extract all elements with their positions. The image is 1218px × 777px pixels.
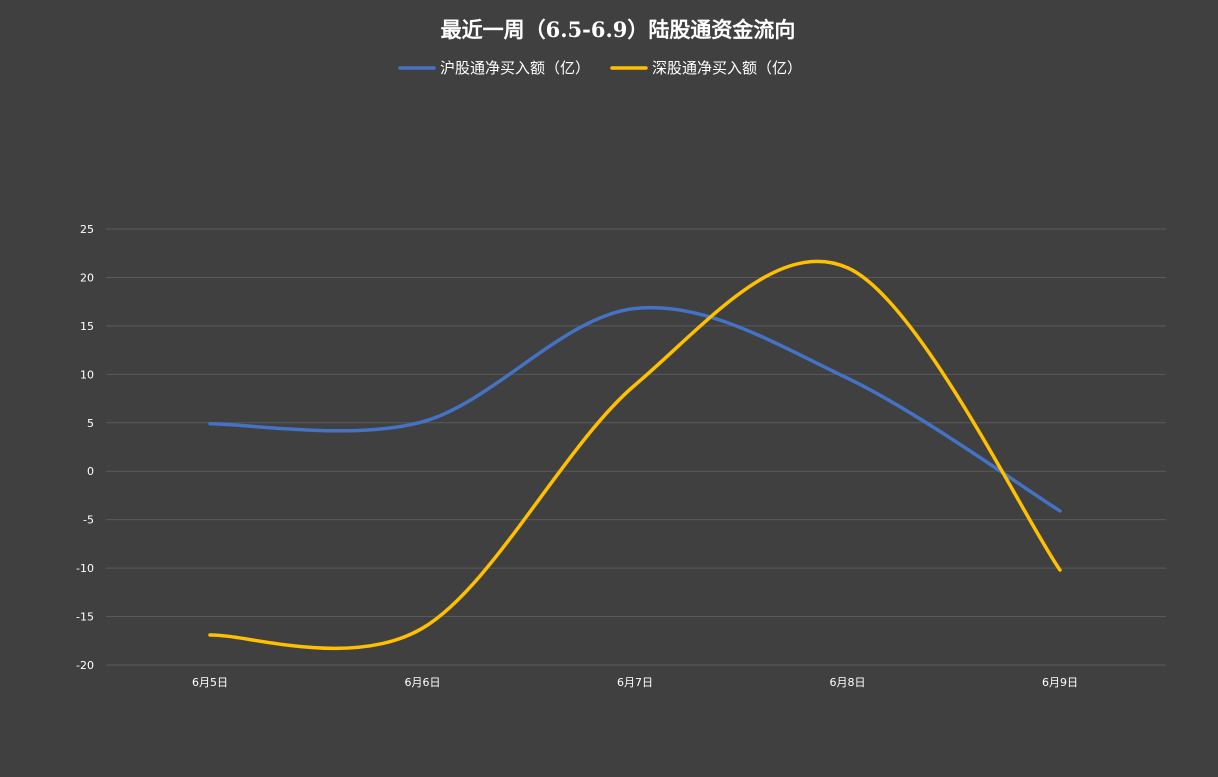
y-tick-label: 5 <box>87 417 94 430</box>
x-tick-label: 6月5日 <box>192 676 228 689</box>
legend-label-series-0: 沪股通净买入额（亿） <box>440 59 590 77</box>
x-tick-label: 6月6日 <box>405 676 441 689</box>
y-tick-label: -15 <box>76 611 94 624</box>
legend-label-series-1: 深股通净买入额（亿） <box>652 59 802 77</box>
gridlines <box>106 228 1166 666</box>
y-tick-label: 15 <box>80 320 94 333</box>
y-tick-label: -5 <box>83 514 94 527</box>
x-tick-label: 6月9日 <box>1042 676 1078 689</box>
legend: 沪股通净买入额（亿） 深股通净买入额（亿） <box>398 59 802 77</box>
x-tick-label: 6月8日 <box>830 676 866 689</box>
y-tick-label: 10 <box>80 368 94 381</box>
y-tick-label: -10 <box>76 562 94 575</box>
y-tick-label: 25 <box>80 223 94 236</box>
series-line-1 <box>208 259 1062 651</box>
y-tick-label: 0 <box>87 465 94 478</box>
y-axis-ticks: 25 20 15 10 5 0 -5 -10 -15 -20 <box>76 223 94 672</box>
series-lines <box>208 259 1062 651</box>
y-tick-label: 20 <box>80 271 94 284</box>
chart-title: 最近一周（6.5-6.9）陆股通资金流向 <box>441 17 796 42</box>
y-tick-label: -20 <box>76 659 94 672</box>
series-line-0 <box>208 305 1062 513</box>
x-axis-ticks: 6月5日 6月6日 6月7日 6月8日 6月9日 <box>192 676 1078 689</box>
x-tick-label: 6月7日 <box>617 676 653 689</box>
